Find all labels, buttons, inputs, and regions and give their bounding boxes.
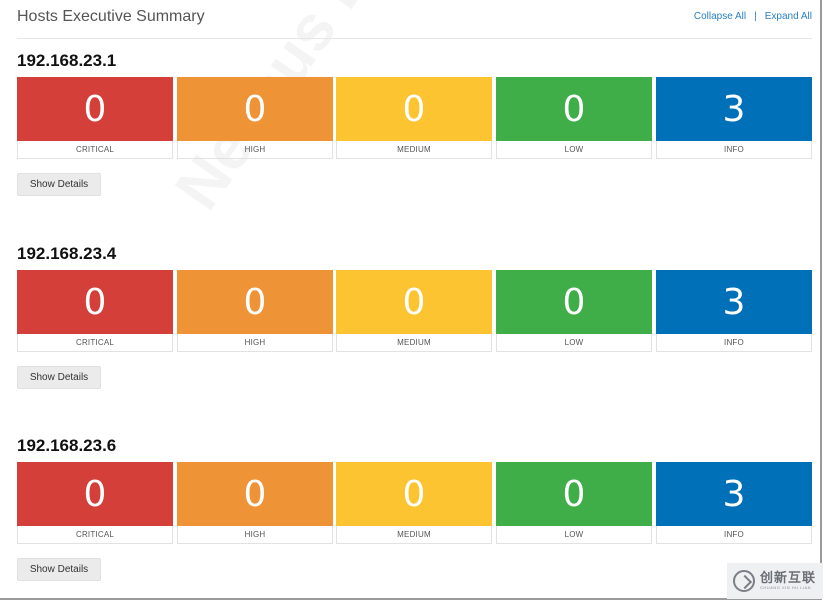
critical-label: CRITICAL — [17, 141, 173, 159]
brand-logo: 创新互联 CHUANG XIN HU LIAN — [727, 563, 823, 599]
host-ip: 192.168.23.1 — [17, 51, 117, 70]
low-count: 0 — [496, 270, 652, 334]
info-count: 3 — [656, 77, 812, 141]
collapse-all-link[interactable]: Collapse All — [693, 11, 747, 22]
severity-critical: 0 CRITICAL — [17, 270, 173, 354]
brand-name-cn: 创新互联 — [760, 570, 817, 585]
severity-low: 0 LOW — [496, 270, 652, 354]
severity-medium: 0 MEDIUM — [336, 77, 492, 161]
medium-label: MEDIUM — [336, 334, 492, 352]
critical-count: 0 — [17, 270, 173, 334]
high-label: HIGH — [177, 334, 333, 352]
severity-boxes: 0 CRITICAL 0 HIGH 0 MEDIUM 0 LOW 3 INFO — [17, 270, 812, 354]
high-count: 0 — [177, 462, 333, 526]
low-count: 0 — [496, 462, 652, 526]
medium-count: 0 — [336, 462, 492, 526]
show-details-button[interactable]: Show Details — [17, 173, 101, 196]
low-count: 0 — [496, 77, 652, 141]
critical-count: 0 — [17, 462, 173, 526]
info-count: 3 — [656, 270, 812, 334]
host-summary: 192.168.23.1 0 CRITICAL 0 HIGH 0 MEDIUM … — [17, 50, 812, 196]
report-header: Hosts Executive Summary Collapse All | Exp… — [17, 6, 812, 39]
severity-high: 0 HIGH — [177, 462, 333, 546]
show-details-button[interactable]: Show Details — [17, 558, 101, 581]
high-count: 0 — [177, 270, 333, 334]
severity-boxes: 0 CRITICAL 0 HIGH 0 MEDIUM 0 LOW 3 INFO — [17, 77, 812, 161]
host-ip: 192.168.23.4 — [17, 244, 117, 263]
brand-name-en: CHUANG XIN HU LIAN — [760, 585, 812, 590]
header-links: Collapse All | Expand All — [694, 11, 812, 22]
severity-info: 3 INFO — [656, 462, 812, 546]
medium-count: 0 — [336, 270, 492, 334]
severity-boxes: 0 CRITICAL 0 HIGH 0 MEDIUM 0 LOW 3 INFO — [17, 462, 812, 546]
show-details-button[interactable]: Show Details — [17, 366, 101, 389]
high-label: HIGH — [177, 141, 333, 159]
host-summary: 192.168.23.6 0 CRITICAL 0 HIGH 0 MEDIUM … — [17, 435, 812, 581]
info-label: INFO — [656, 141, 812, 159]
host-ip: 192.168.23.6 — [17, 436, 117, 455]
severity-critical: 0 CRITICAL — [17, 77, 173, 161]
low-label: LOW — [496, 141, 652, 159]
critical-label: CRITICAL — [17, 526, 173, 544]
severity-high: 0 HIGH — [177, 77, 333, 161]
info-label: INFO — [656, 334, 812, 352]
brand-logo-text: 创新互联 CHUANG XIN HU LIAN — [760, 571, 816, 591]
low-label: LOW — [496, 334, 652, 352]
severity-low: 0 LOW — [496, 462, 652, 546]
severity-high: 0 HIGH — [177, 270, 333, 354]
link-separator: | — [754, 11, 757, 22]
host-summary: 192.168.23.4 0 CRITICAL 0 HIGH 0 MEDIUM … — [17, 243, 812, 389]
critical-count: 0 — [17, 77, 173, 141]
severity-info: 3 INFO — [656, 270, 812, 354]
medium-label: MEDIUM — [336, 526, 492, 544]
brand-logo-icon — [733, 570, 755, 592]
severity-medium: 0 MEDIUM — [336, 270, 492, 354]
severity-info: 3 INFO — [656, 77, 812, 161]
info-count: 3 — [656, 462, 812, 526]
medium-label: MEDIUM — [336, 141, 492, 159]
high-label: HIGH — [177, 526, 333, 544]
severity-low: 0 LOW — [496, 77, 652, 161]
page-title: Hosts Executive Summary — [17, 8, 205, 25]
medium-count: 0 — [336, 77, 492, 141]
high-count: 0 — [177, 77, 333, 141]
expand-all-link[interactable]: Expand All — [764, 11, 812, 22]
severity-critical: 0 CRITICAL — [17, 462, 173, 546]
info-label: INFO — [656, 526, 812, 544]
severity-medium: 0 MEDIUM — [336, 462, 492, 546]
critical-label: CRITICAL — [17, 334, 173, 352]
low-label: LOW — [496, 526, 652, 544]
